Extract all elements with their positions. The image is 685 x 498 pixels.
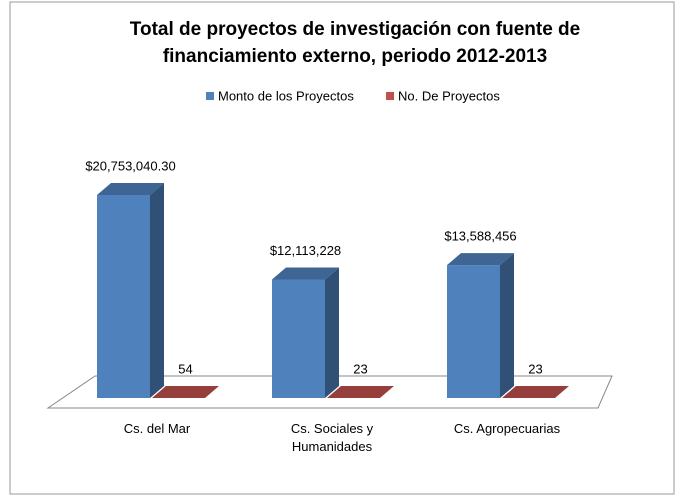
legend-label: Monto de los Proyectos	[218, 88, 354, 103]
bar-side	[150, 183, 164, 398]
legend-swatch	[206, 92, 214, 100]
bar-side	[205, 385, 219, 398]
x-tick-label: Cs. del Mar	[123, 421, 191, 436]
data-label: 23	[353, 361, 367, 376]
bar-side	[500, 253, 514, 398]
chart-border	[9, 1, 675, 495]
bar-side	[325, 267, 339, 398]
chart-title: Total de proyectos de investigación con …	[129, 19, 581, 67]
bar-top	[272, 267, 339, 280]
bar-top	[97, 183, 164, 195]
data-label: $12,113,228	[270, 243, 341, 258]
bar-top	[502, 385, 569, 398]
bar-top	[327, 385, 394, 398]
bar-side	[380, 385, 394, 398]
x-tick-label: Cs. Agropecuarias	[453, 421, 561, 436]
legend-label: No. De Proyectos	[398, 88, 500, 103]
data-label: 54	[178, 361, 192, 376]
data-label: 23	[528, 361, 542, 376]
x-tick-label: Cs. Sociales y Humanidades	[290, 421, 374, 454]
data-label: $20,753,040.30	[85, 158, 175, 173]
data-label: $13,588,456	[444, 229, 516, 244]
bar-side	[555, 385, 569, 398]
bar	[272, 279, 325, 398]
bar-top	[152, 385, 219, 398]
bar	[97, 195, 150, 398]
bar	[447, 265, 500, 398]
bar-top	[447, 253, 514, 266]
legend-swatch	[386, 92, 394, 100]
